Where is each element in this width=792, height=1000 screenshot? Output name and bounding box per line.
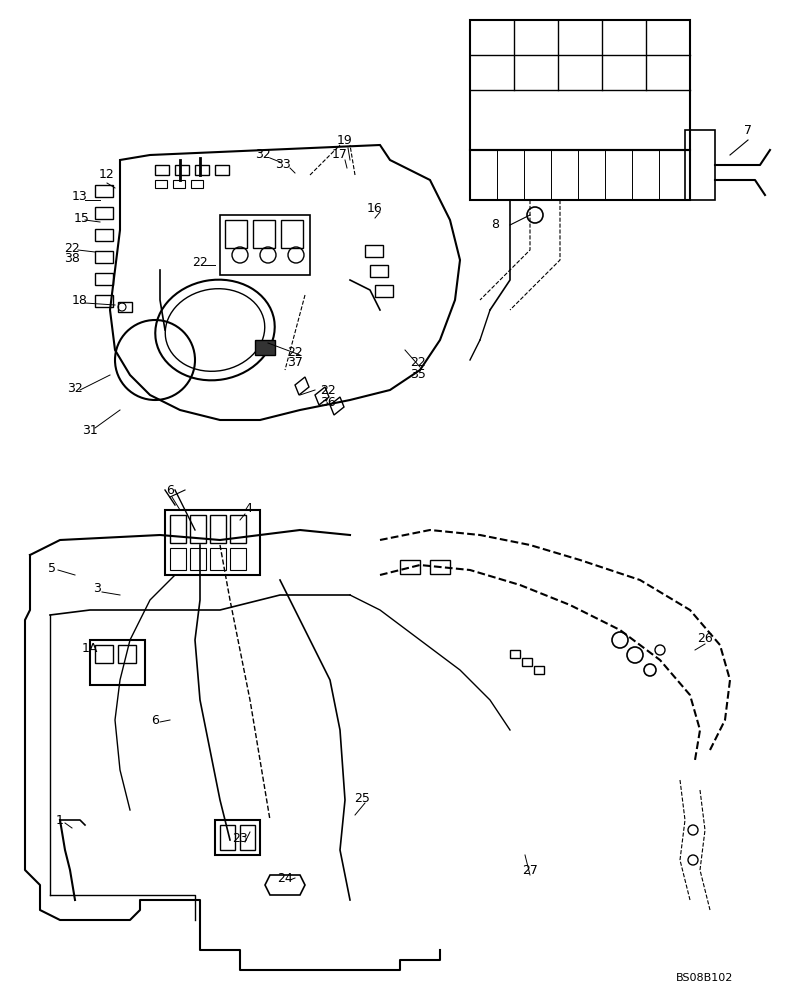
Text: 31: 31 (82, 424, 98, 436)
Bar (155, 180, 167, 188)
Text: 3: 3 (93, 582, 101, 594)
Bar (522, 658, 532, 666)
Bar (210, 548, 226, 570)
Text: 37: 37 (287, 357, 303, 369)
Text: 35: 35 (410, 367, 426, 380)
Bar (534, 666, 544, 674)
Text: 8: 8 (491, 219, 499, 232)
Bar (90, 640, 145, 685)
Text: 24: 24 (277, 871, 293, 884)
Bar (215, 820, 260, 855)
Text: 33: 33 (275, 158, 291, 172)
Bar (95, 207, 113, 219)
Text: 26: 26 (697, 632, 713, 645)
Bar (170, 548, 186, 570)
Bar (195, 165, 209, 175)
Text: 22: 22 (320, 383, 336, 396)
Bar (365, 245, 383, 257)
Text: 17: 17 (332, 148, 348, 161)
Bar (118, 302, 132, 312)
Bar (685, 130, 715, 200)
Bar (230, 515, 246, 543)
Text: 7: 7 (744, 123, 752, 136)
Bar (225, 220, 247, 248)
Bar (173, 180, 185, 188)
Bar (191, 180, 203, 188)
Text: 12: 12 (99, 168, 115, 182)
Text: 1A: 1A (82, 642, 98, 654)
Text: 13: 13 (72, 190, 88, 204)
Bar (190, 515, 206, 543)
Bar (375, 285, 393, 297)
Bar (240, 825, 255, 850)
Bar (190, 548, 206, 570)
Bar (210, 515, 226, 543)
Text: 38: 38 (64, 251, 80, 264)
Bar (220, 215, 310, 275)
Text: 5: 5 (48, 562, 56, 574)
Text: 27: 27 (522, 863, 538, 876)
Bar (470, 150, 690, 200)
Text: 1: 1 (56, 814, 64, 826)
Bar (510, 650, 520, 658)
Text: 6: 6 (151, 714, 159, 726)
Text: 22: 22 (192, 255, 208, 268)
Bar (165, 510, 260, 575)
Bar (253, 220, 275, 248)
Text: 6: 6 (166, 484, 174, 496)
Bar (118, 645, 136, 663)
Bar (155, 165, 169, 175)
Text: 25: 25 (354, 792, 370, 804)
Bar (470, 20, 690, 150)
Text: 23: 23 (232, 832, 248, 844)
Text: 32: 32 (255, 148, 271, 161)
Bar (175, 165, 189, 175)
Bar (95, 229, 113, 241)
Text: 22: 22 (410, 357, 426, 369)
Text: 22: 22 (287, 346, 303, 359)
Bar (215, 165, 229, 175)
Text: 22: 22 (64, 241, 80, 254)
Bar (95, 645, 113, 663)
Bar (255, 340, 275, 355)
Bar (400, 560, 420, 574)
Bar (95, 185, 113, 197)
Text: 15: 15 (74, 212, 90, 225)
Bar (170, 515, 186, 543)
Text: 32: 32 (67, 381, 83, 394)
Text: 19: 19 (337, 133, 353, 146)
Bar (281, 220, 303, 248)
Bar (95, 295, 113, 307)
Text: 4: 4 (244, 502, 252, 514)
Bar (220, 825, 235, 850)
Bar (95, 273, 113, 285)
Text: BS08B102: BS08B102 (676, 973, 733, 983)
Bar (370, 265, 388, 277)
Bar (95, 251, 113, 263)
Text: 18: 18 (72, 294, 88, 306)
Text: 36: 36 (320, 395, 336, 408)
Bar (430, 560, 450, 574)
Text: 16: 16 (367, 202, 383, 215)
Bar (230, 548, 246, 570)
